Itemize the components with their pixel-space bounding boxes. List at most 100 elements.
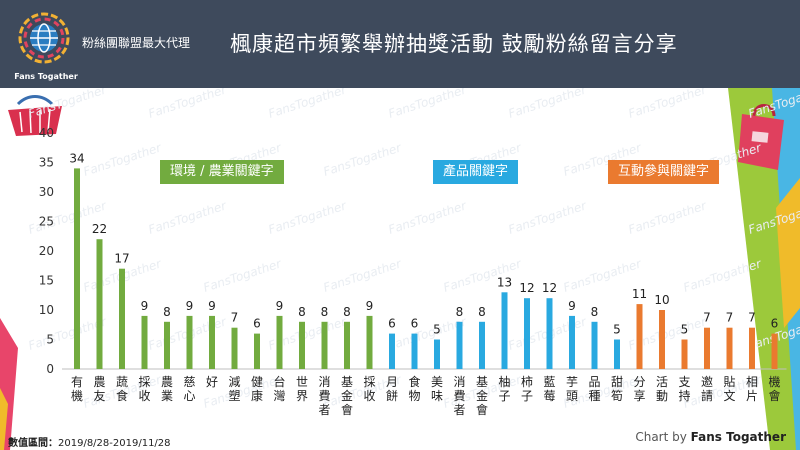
page-title: 楓康超市頻繁舉辦抽獎活動 鼓勵粉絲留言分享 xyxy=(230,32,678,56)
category-label: 健康 xyxy=(251,375,263,403)
data-label: 5 xyxy=(433,323,441,337)
bar xyxy=(591,321,598,369)
watermark-text: FansTogather xyxy=(627,198,709,237)
category-label: 活動 xyxy=(656,375,668,403)
watermark-text: FansTogather xyxy=(322,256,404,295)
bar xyxy=(276,315,283,369)
bar xyxy=(726,327,733,369)
category-label: 芋頭 xyxy=(566,375,578,403)
category-label: 世界 xyxy=(296,375,308,403)
category-label: 農友 xyxy=(93,375,105,403)
watermark-text: FansTogather xyxy=(322,140,404,179)
watermark-text: FansTogather xyxy=(27,88,109,121)
data-label: 9 xyxy=(208,299,216,313)
data-label: 8 xyxy=(591,305,599,319)
data-label: 5 xyxy=(613,323,621,337)
data-label: 6 xyxy=(388,317,396,331)
bar xyxy=(389,333,395,369)
chart-credit: Chart by Fans Togather xyxy=(635,430,786,444)
y-tick-label: 40 xyxy=(39,126,54,140)
fans-togather-logo-icon xyxy=(18,12,70,64)
watermark-text: FansTogather xyxy=(507,198,589,237)
data-period: 數值區間：2019/8/28-2019/11/28 xyxy=(8,434,171,449)
category-label: 基金會 xyxy=(476,375,488,417)
data-period-value: 2019/8/28-2019/11/28 xyxy=(58,438,171,449)
category-label: 美味 xyxy=(431,375,443,403)
bar xyxy=(456,321,463,369)
category-label: 消費者 xyxy=(318,375,330,417)
category-label: 柚子 xyxy=(498,374,510,403)
data-label: 17 xyxy=(114,252,129,266)
decoration-layer: FansTogather FansTogather FansTogather Fans… xyxy=(0,88,800,450)
logo-text: Fans Togather xyxy=(14,72,78,81)
data-label: 6 xyxy=(253,317,261,331)
watermark-text: FansTogather xyxy=(267,198,349,237)
category-label: 貼文 xyxy=(723,374,735,403)
bar xyxy=(299,321,305,369)
data-label: 8 xyxy=(478,305,486,319)
bar xyxy=(186,315,193,369)
watermark-text: FansTogather xyxy=(387,88,469,121)
category-label: 台灣 xyxy=(273,374,285,403)
category-label: 基金會 xyxy=(341,375,353,417)
category-label: 好 xyxy=(206,375,218,389)
y-tick-label: 35 xyxy=(39,156,54,170)
data-label: 9 xyxy=(186,299,194,313)
y-tick-label: 30 xyxy=(39,185,54,199)
data-period-label: 數值區間： xyxy=(8,438,58,449)
data-label: 9 xyxy=(366,299,374,313)
group-label-interaction: 互動參與關鍵字 xyxy=(608,160,720,184)
data-label: 8 xyxy=(321,305,329,319)
bar xyxy=(321,321,328,369)
watermark-text: FansTogather xyxy=(267,88,349,121)
chart-area: FansTogather FansTogather FansTogather Fans… xyxy=(0,88,800,450)
category-label: 藍莓 xyxy=(543,375,555,403)
bar xyxy=(344,321,350,369)
data-label: 9 xyxy=(568,299,576,313)
bar xyxy=(546,298,553,369)
bar xyxy=(479,321,485,369)
data-label: 13 xyxy=(497,275,512,289)
data-label: 5 xyxy=(681,323,689,337)
bar xyxy=(771,333,778,369)
data-label: 7 xyxy=(726,311,734,325)
bar xyxy=(681,339,688,369)
watermark-text: FansTogather xyxy=(202,256,284,295)
category-label: 邀請 xyxy=(701,374,713,403)
category-label: 柿子 xyxy=(521,374,533,403)
data-label: 10 xyxy=(654,293,669,307)
category-label: 消費者 xyxy=(453,375,465,417)
y-tick-label: 10 xyxy=(39,303,54,317)
category-label: 有機 xyxy=(71,375,83,403)
data-label: 8 xyxy=(163,305,171,319)
data-label: 7 xyxy=(703,311,711,325)
decor-stripe-yellow-left xyxy=(0,388,8,450)
bar xyxy=(614,339,620,369)
header-bar: Fans Togather 粉絲團聯盟最大代理 楓康超市頻繁舉辦抽獎活動 鼓勵粉… xyxy=(0,0,800,88)
bar xyxy=(231,327,238,369)
data-label: 11 xyxy=(632,287,647,301)
bar xyxy=(141,315,148,369)
data-label: 8 xyxy=(298,305,306,319)
chart-credit-brand: Fans Togather xyxy=(690,430,786,444)
bar xyxy=(636,304,643,369)
category-label: 月餅 xyxy=(386,375,398,403)
bar xyxy=(749,327,755,369)
watermark-text: FansTogather xyxy=(627,88,709,121)
bar xyxy=(74,168,80,369)
data-label: 6 xyxy=(771,317,779,331)
category-label: 品種 xyxy=(588,375,600,403)
bar xyxy=(96,239,103,369)
bar xyxy=(119,268,125,369)
bar xyxy=(524,298,530,369)
category-label: 慈心 xyxy=(183,374,195,403)
data-label: 9 xyxy=(141,299,149,313)
brand-name: 粉絲團聯盟最大代理 xyxy=(82,36,191,50)
bar xyxy=(704,327,710,369)
watermark-text: FansTogather xyxy=(82,140,164,179)
watermark-text: FansTogather xyxy=(147,88,229,121)
data-label: 8 xyxy=(456,305,464,319)
category-label: 支持 xyxy=(678,375,690,403)
y-tick-label: 15 xyxy=(39,274,54,288)
bar xyxy=(164,321,170,369)
